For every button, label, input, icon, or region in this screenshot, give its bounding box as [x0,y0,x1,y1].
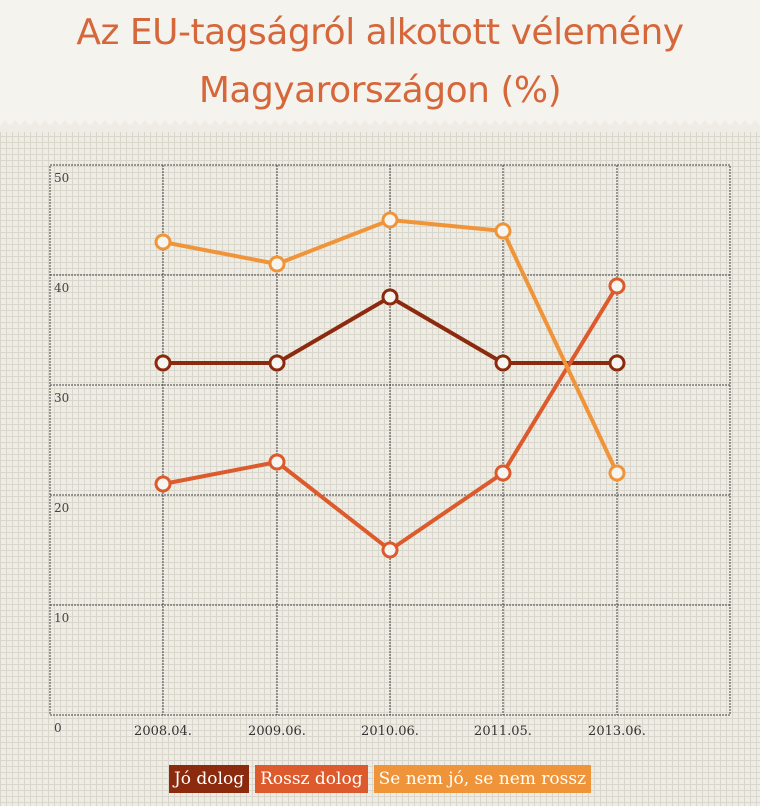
legend-item-rossz-dolog[interactable]: Rossz dolog [255,765,368,793]
data-point [154,233,172,251]
y-tick-label: 50 [54,171,69,185]
y-tick-label: 0 [54,721,62,735]
chart-title-line-2: Magyarországon (%) [198,70,562,111]
data-point [608,464,626,482]
x-tick-label: 2013.06. [588,724,646,739]
data-point [381,288,399,306]
data-point [268,354,286,372]
y-tick-label: 40 [54,281,69,295]
legend: Jó dolog Rossz dolog Se nem jó, se nem r… [0,765,760,793]
x-tick-label: 2011.05. [474,724,532,739]
y-tick-label: 10 [54,611,69,625]
chart-background [0,130,760,806]
data-point [494,222,512,240]
data-point [381,541,399,559]
data-point [608,277,626,295]
x-tick-label: 2010.06. [361,724,419,739]
data-point [154,475,172,493]
legend-item-se-nem-jo[interactable]: Se nem jó, se nem rossz [373,765,592,793]
chart-title-line-1: Az EU-tagságról alkotott vélemény [76,12,684,53]
data-point [268,453,286,471]
data-point [381,211,399,229]
data-point [268,255,286,273]
x-tick-label: 2009.06. [248,724,306,739]
x-tick-label: 2008.04. [134,724,192,739]
data-point [494,464,512,482]
title-area: Az EU-tagságról alkotott vélemény Magyar… [0,0,760,124]
data-point [494,354,512,372]
zigzag-divider [0,120,760,132]
data-point [608,354,626,372]
legend-item-jo-dolog[interactable]: Jó dolog [168,765,250,793]
y-tick-label: 20 [54,501,69,515]
y-tick-label: 30 [54,391,69,405]
data-point [154,354,172,372]
